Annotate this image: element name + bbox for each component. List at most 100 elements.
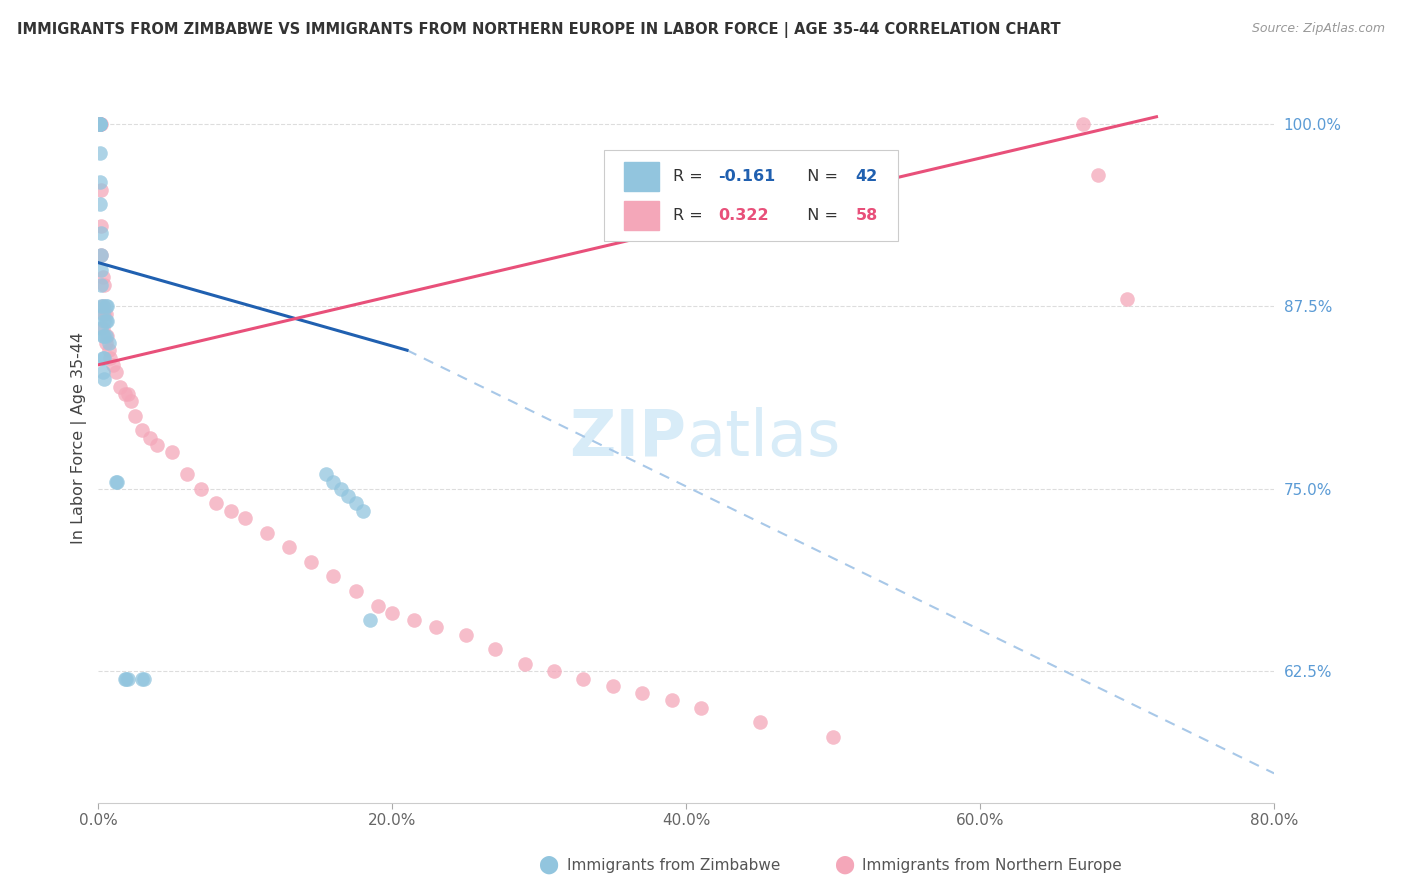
Point — [101, 358, 124, 372]
Point — [329, 482, 352, 496]
Point — [91, 328, 114, 343]
Bar — [624, 162, 659, 191]
Point — [93, 277, 115, 292]
Text: Source: ZipAtlas.com: Source: ZipAtlas.com — [1251, 22, 1385, 36]
Point — [107, 475, 129, 489]
Text: ⬤: ⬤ — [538, 856, 558, 874]
Text: 0.322: 0.322 — [718, 208, 769, 223]
Point — [91, 300, 114, 314]
Point — [104, 475, 127, 489]
Point — [315, 467, 337, 482]
Point — [97, 335, 120, 350]
Text: Immigrants from Northern Europe: Immigrants from Northern Europe — [862, 858, 1122, 872]
Point — [1116, 292, 1139, 306]
Text: 58: 58 — [855, 208, 877, 223]
Point — [139, 431, 162, 445]
Point — [631, 686, 654, 700]
Point — [160, 445, 183, 459]
Point — [301, 555, 323, 569]
Point — [90, 321, 112, 335]
Point — [404, 613, 426, 627]
Point — [91, 270, 114, 285]
Point — [381, 606, 404, 620]
Point — [98, 351, 121, 365]
Point — [91, 307, 114, 321]
Text: ⬤: ⬤ — [834, 856, 853, 874]
Point — [115, 672, 138, 686]
Point — [117, 672, 139, 686]
Text: 42: 42 — [855, 169, 877, 184]
Point — [110, 380, 132, 394]
Point — [690, 700, 713, 714]
Point — [661, 693, 683, 707]
Text: atlas: atlas — [686, 407, 841, 469]
Point — [114, 387, 136, 401]
Point — [91, 321, 114, 335]
Point — [89, 117, 111, 131]
Point — [89, 117, 111, 131]
Point — [114, 672, 136, 686]
Point — [90, 227, 112, 241]
Point — [89, 146, 111, 161]
Point — [146, 438, 169, 452]
Point — [97, 343, 120, 358]
Bar — [624, 201, 659, 230]
Text: N =: N = — [797, 169, 842, 184]
Point — [89, 117, 111, 131]
Point — [205, 496, 228, 510]
Point — [367, 599, 389, 613]
Point — [94, 307, 117, 321]
Point — [484, 642, 506, 657]
Text: Immigrants from Zimbabwe: Immigrants from Zimbabwe — [567, 858, 780, 872]
Point — [96, 314, 118, 328]
Point — [602, 679, 624, 693]
Point — [120, 394, 142, 409]
Point — [344, 584, 367, 599]
Point — [90, 219, 112, 234]
Point — [124, 409, 146, 423]
Point — [748, 715, 770, 730]
Point — [131, 424, 153, 438]
Point — [572, 672, 595, 686]
Point — [93, 328, 115, 343]
Point — [90, 263, 112, 277]
Point — [90, 277, 112, 292]
Point — [352, 504, 374, 518]
Point — [96, 300, 118, 314]
Point — [1071, 117, 1094, 131]
Point — [90, 300, 112, 314]
Point — [94, 335, 117, 350]
Point — [89, 197, 111, 211]
Point — [513, 657, 536, 671]
Point — [337, 489, 360, 503]
Point — [91, 300, 114, 314]
Point — [322, 475, 344, 489]
Point — [278, 540, 301, 554]
Point — [823, 730, 845, 744]
Point — [91, 351, 114, 365]
Point — [89, 175, 111, 189]
Point — [425, 620, 447, 634]
Point — [117, 387, 139, 401]
Point — [94, 314, 117, 328]
Point — [93, 307, 115, 321]
Text: N =: N = — [797, 208, 842, 223]
Point — [543, 664, 565, 678]
Point — [359, 613, 381, 627]
Point — [176, 467, 198, 482]
Point — [91, 365, 114, 379]
Point — [93, 351, 115, 365]
Point — [190, 482, 212, 496]
Point — [219, 504, 242, 518]
Point — [93, 314, 115, 328]
Text: R =: R = — [673, 208, 709, 223]
Point — [256, 525, 278, 540]
Point — [322, 569, 344, 583]
Point — [89, 117, 111, 131]
Text: IMMIGRANTS FROM ZIMBABWE VS IMMIGRANTS FROM NORTHERN EUROPE IN LABOR FORCE | AGE: IMMIGRANTS FROM ZIMBABWE VS IMMIGRANTS F… — [17, 22, 1060, 38]
Point — [131, 672, 153, 686]
FancyBboxPatch shape — [605, 150, 898, 241]
Point — [94, 300, 117, 314]
Point — [96, 328, 118, 343]
Point — [454, 628, 477, 642]
